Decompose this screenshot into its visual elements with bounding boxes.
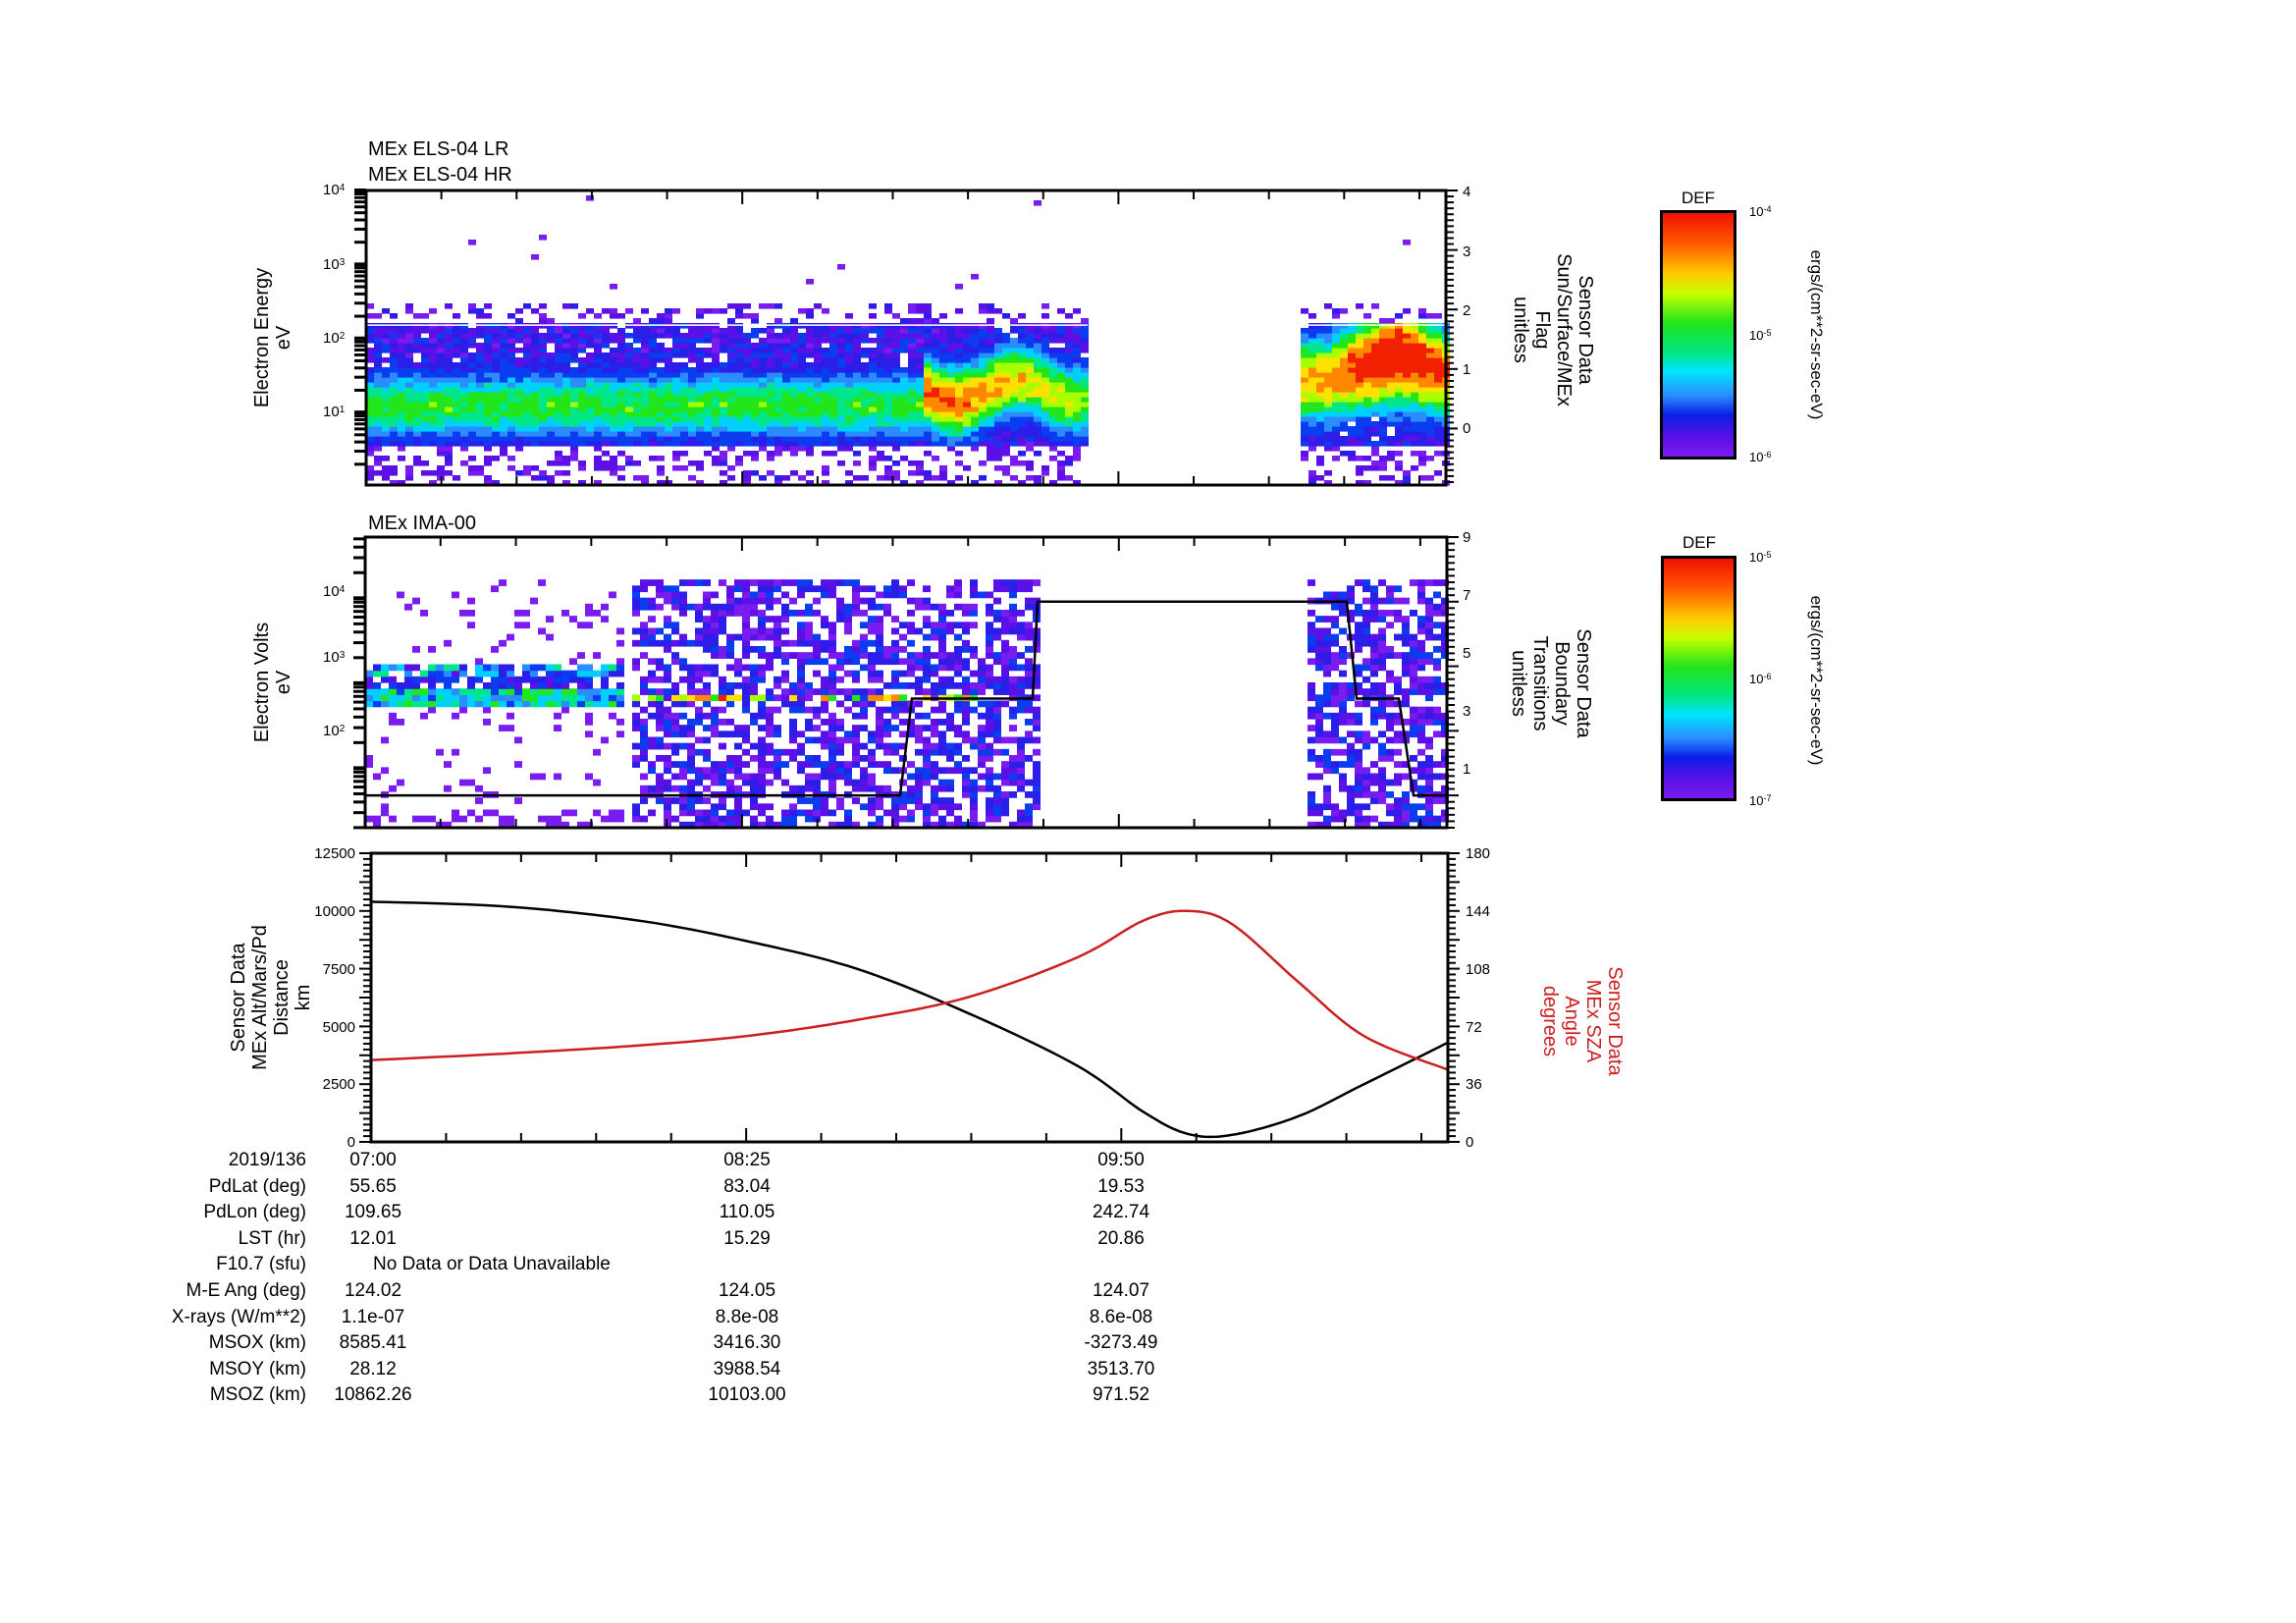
els-ytick-1e4: 104 (323, 182, 346, 198)
ima-rtick-7: 7 (1463, 587, 1471, 604)
time-label: 09:50 (1097, 1150, 1145, 1170)
row-label: X-rays (W/m**2) (171, 1306, 306, 1327)
orbit-rtick-72: 72 (1466, 1019, 1482, 1036)
row-value: 15.29 (723, 1227, 771, 1249)
els-spectrogram (354, 189, 1458, 487)
orbit-ylabel-left: Sensor Data MEx Alt/Mars/Pd Distance km (228, 925, 314, 1070)
row-value: 8585.41 (339, 1332, 407, 1354)
row-label: LST (hr) (238, 1227, 306, 1249)
els-ytick-1e2: 102 (323, 330, 346, 347)
colorbar-1-tick-max: 10-4 (1749, 204, 1772, 219)
ima-rtick-5: 5 (1463, 645, 1471, 662)
row-value: 28.12 (349, 1358, 397, 1380)
row-value: 20.86 (1097, 1227, 1145, 1249)
time-label: 08:25 (723, 1150, 771, 1170)
row-value: 124.07 (1092, 1280, 1150, 1301)
colorbar-1 (1660, 210, 1736, 460)
orbit-ytick-12500: 12500 (314, 845, 355, 862)
els-ylabel-right: Sensor Data Sun/Surface/MEx Flag unitless (1510, 253, 1596, 406)
row-value: 242.74 (1092, 1202, 1150, 1223)
orbit-ytick-2500: 2500 (322, 1076, 355, 1093)
ima-ylabel-right: Sensor Data Boundary Transitions unitless (1508, 628, 1594, 738)
row-label: PdLat (deg) (208, 1175, 306, 1197)
els-title-hr: MEx ELS-04 HR (368, 164, 512, 186)
row-value: 3513.70 (1087, 1358, 1155, 1380)
row-label: PdLon (deg) (203, 1202, 306, 1223)
orbit-ylabel-right: Sensor Data MEx SZA Angle degrees (1539, 966, 1626, 1076)
row-label: MSOY (km) (209, 1358, 306, 1380)
ima-ytick-1e4: 104 (323, 583, 346, 600)
els-rtick-0: 0 (1463, 420, 1471, 437)
row-value: 124.02 (344, 1280, 402, 1301)
els-rtick-1: 1 (1463, 361, 1471, 378)
row-value: 110.05 (719, 1202, 775, 1223)
ima-ytick-1e2: 102 (323, 723, 346, 739)
ima-ytick-1e3: 103 (323, 649, 346, 666)
colorbar-1-units: ergs/(cm**2-sr-sec-eV) (1807, 249, 1826, 420)
colorbar-2-tick-min: 10-7 (1749, 793, 1772, 808)
row-value: 3988.54 (713, 1358, 781, 1380)
row-value: 12.01 (349, 1227, 397, 1249)
row-value: 109.65 (344, 1202, 402, 1223)
els-ylabel-left: Electron Energy eV (251, 267, 294, 408)
orbit-ytick-5000: 5000 (322, 1019, 355, 1036)
els-rtick-4: 4 (1463, 184, 1471, 200)
row-value: 3416.30 (713, 1332, 781, 1354)
time-label: 07:00 (349, 1150, 397, 1170)
colorbar-2-title: DEF (1682, 533, 1716, 552)
colorbar-2-tick-max: 10-5 (1749, 550, 1772, 565)
row-value: 10103.00 (708, 1384, 786, 1406)
row-value: 10862.26 (334, 1384, 412, 1406)
row-label: F10.7 (sfu) (216, 1254, 306, 1275)
row-span-value: No Data or Data Unavailable (373, 1254, 611, 1275)
row-value: 8.6e-08 (1089, 1306, 1153, 1327)
orbit-ytick-0: 0 (347, 1134, 355, 1151)
colorbar-1-title: DEF (1682, 189, 1715, 207)
orbit-rtick-180: 180 (1466, 845, 1491, 862)
row-value: 83.04 (723, 1175, 771, 1197)
orbit-rtick-144: 144 (1466, 903, 1491, 920)
row-label: M-E Ang (deg) (186, 1280, 307, 1301)
orbit-rtick-36: 36 (1466, 1076, 1482, 1093)
ima-title: MEx IMA-00 (368, 513, 477, 534)
orbit-rtick-0: 0 (1466, 1134, 1474, 1151)
els-ytick-1e3: 103 (323, 256, 346, 273)
colorbar-2-tick-mid: 10-6 (1749, 672, 1772, 686)
els-ytick-1e1: 101 (323, 404, 346, 420)
row-value: 1.1e-07 (341, 1306, 405, 1327)
orbit-line-plot (359, 851, 1460, 1144)
ima-ylabel-left: Electron Volts eV (251, 622, 294, 743)
els-rtick-2: 2 (1463, 302, 1471, 319)
row-value: 19.53 (1097, 1175, 1145, 1197)
row-value: 55.65 (349, 1175, 397, 1197)
ima-rtick-1: 1 (1463, 761, 1471, 778)
colorbar-1-tick-mid: 10-5 (1749, 328, 1772, 343)
row-value: -3273.49 (1084, 1332, 1158, 1354)
ima-spectrogram (353, 535, 1459, 830)
date-label: 2019/136 (228, 1150, 306, 1170)
ima-rtick-9: 9 (1463, 529, 1471, 546)
row-value: 124.05 (718, 1280, 776, 1301)
colorbar-2-units: ergs/(cm**2-sr-sec-eV) (1807, 595, 1826, 766)
orbit-ytick-7500: 7500 (322, 961, 355, 978)
els-rtick-3: 3 (1463, 243, 1471, 260)
row-label: MSOX (km) (208, 1332, 306, 1354)
ima-rtick-3: 3 (1463, 703, 1471, 720)
orbit-rtick-108: 108 (1466, 961, 1491, 978)
els-title-lr: MEx ELS-04 LR (368, 138, 509, 160)
row-value: 8.8e-08 (715, 1306, 779, 1327)
orbit-ytick-10000: 10000 (314, 903, 355, 920)
row-value: 971.52 (1092, 1384, 1150, 1406)
colorbar-1-tick-min: 10-6 (1749, 450, 1772, 464)
row-label: MSOZ (km) (209, 1384, 306, 1406)
colorbar-2 (1661, 556, 1736, 801)
